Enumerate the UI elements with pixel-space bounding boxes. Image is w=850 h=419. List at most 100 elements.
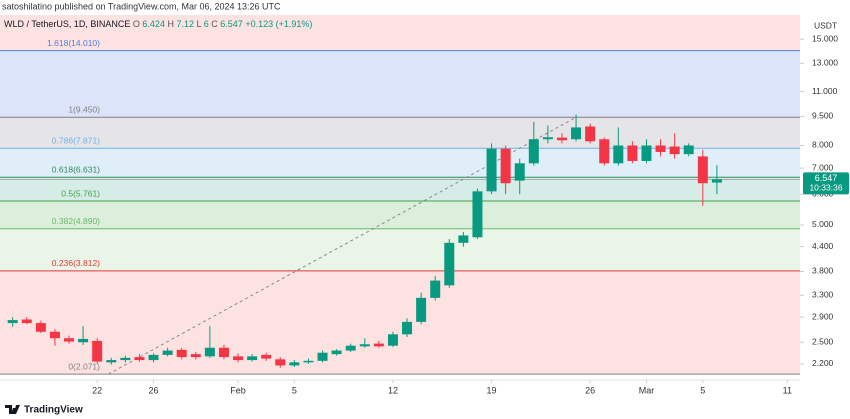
candle-body [599, 139, 610, 164]
y-tick-label: 4.400 [812, 241, 834, 251]
candle-body [92, 340, 103, 362]
fib-label: 1.618(14.010) [47, 38, 100, 48]
legend-part: 7.12 [176, 19, 194, 29]
candle-body [35, 323, 46, 332]
fib-label: 1(9.450) [68, 105, 100, 115]
candle-body [402, 321, 413, 335]
candle-body [303, 360, 314, 363]
candle-body [585, 126, 596, 142]
candle-body [7, 320, 18, 324]
candle-body [233, 356, 244, 361]
x-tick-label: 12 [388, 385, 398, 395]
legend-part: O [133, 19, 140, 29]
candle-body [317, 352, 328, 361]
candle-body [120, 357, 131, 361]
y-tick-label: 3.300 [812, 290, 834, 300]
candle-body [134, 357, 145, 361]
fib-label: 0(2.071) [68, 361, 100, 371]
candle-body [106, 360, 117, 363]
legend-part: +0.123 (+1.91%) [245, 19, 312, 29]
fib-zone [0, 177, 800, 202]
fib-zone [0, 117, 800, 149]
fib-zone [0, 228, 800, 271]
symbol-legend: WLD / TetherUS, 1D, BINANCE O 6.424 H 7.… [4, 19, 312, 29]
y-tick-label: 11.000 [812, 86, 838, 96]
x-tick-label: 11 [783, 385, 792, 395]
legend-part: H [167, 19, 174, 29]
candle-body [359, 344, 370, 347]
candle-body [613, 145, 624, 164]
x-tick-label: 22 [92, 385, 102, 395]
legend-part: 6.424 [142, 19, 165, 29]
x-tick-label: 26 [585, 385, 595, 395]
x-tick-label: 5 [292, 385, 297, 395]
legend-part: 6 [204, 19, 209, 29]
y-tick-label: 15.000 [812, 33, 838, 43]
candle-body [683, 145, 694, 155]
publisher: satoshilatino published on TradingView.c… [2, 1, 281, 11]
candle-body [571, 127, 582, 140]
candle-body [204, 347, 215, 357]
candle-body [261, 354, 272, 359]
fib-label: 0.618(6.631) [52, 164, 100, 174]
fib-label: 0.382(4.890) [52, 216, 100, 226]
candle-body [697, 156, 708, 184]
fib-zone [0, 201, 800, 229]
candle-body [387, 334, 398, 346]
fib-label: 0.786(7.871) [52, 135, 100, 145]
candle-body [458, 235, 469, 243]
candle-body [542, 137, 553, 140]
candle-body [49, 331, 60, 339]
y-tick-label: 7.000 [812, 162, 834, 172]
y-tick-label: 2.200 [812, 358, 834, 368]
candle-body [528, 139, 539, 164]
candle-body [78, 338, 89, 343]
candle-body [373, 343, 384, 347]
candle-body [176, 349, 187, 358]
brand: TradingView [24, 405, 83, 416]
candle-body [21, 319, 32, 324]
countdown: 10:33:36 [809, 183, 842, 193]
fib-zone [0, 270, 800, 375]
fib-zone [0, 15, 800, 51]
y-tick-label: 2.900 [812, 311, 834, 321]
last-price-label: 6.547 [815, 173, 838, 183]
candle-body [641, 145, 652, 161]
legend-part: L [197, 19, 202, 29]
y-tick-label: 8.000 [812, 140, 834, 150]
candle-body [416, 297, 427, 322]
x-tick-label: 5 [700, 385, 705, 395]
candle-body [556, 137, 567, 141]
candle-body [486, 148, 497, 192]
fib-label: 0.5(5.761) [61, 188, 100, 198]
fib-zone [0, 148, 800, 178]
candle-body [148, 354, 159, 361]
legend-part: WLD / TetherUS, 1D, BINANCE [4, 19, 130, 29]
candle-body [655, 145, 666, 152]
candle-body [247, 356, 258, 361]
candle-body [218, 347, 229, 358]
fib-zone [0, 50, 800, 118]
candle-body [669, 146, 680, 155]
y-tick-label: 13.000 [812, 58, 838, 68]
y-tick-label: 5.000 [812, 219, 834, 229]
y-tick-label: 3.800 [812, 266, 834, 276]
candle-body [627, 145, 638, 161]
candle-body [162, 350, 173, 355]
y-tick-label: 2.500 [812, 337, 834, 347]
brand-logo [5, 405, 20, 414]
last-price-box [803, 172, 849, 195]
legend-part: C [211, 19, 218, 29]
candle-body [275, 359, 286, 366]
candle-body [190, 354, 201, 358]
candle-body [500, 148, 511, 184]
fib-label: 0.236(3.812) [52, 258, 100, 268]
candle-body [472, 191, 483, 238]
legend-part: 6.547 [220, 19, 243, 29]
x-tick-label: Feb [230, 385, 246, 395]
candle-body [345, 345, 356, 351]
candle-body [289, 362, 300, 366]
currency: USDT [814, 20, 837, 30]
x-tick-label: Mar [639, 385, 655, 395]
